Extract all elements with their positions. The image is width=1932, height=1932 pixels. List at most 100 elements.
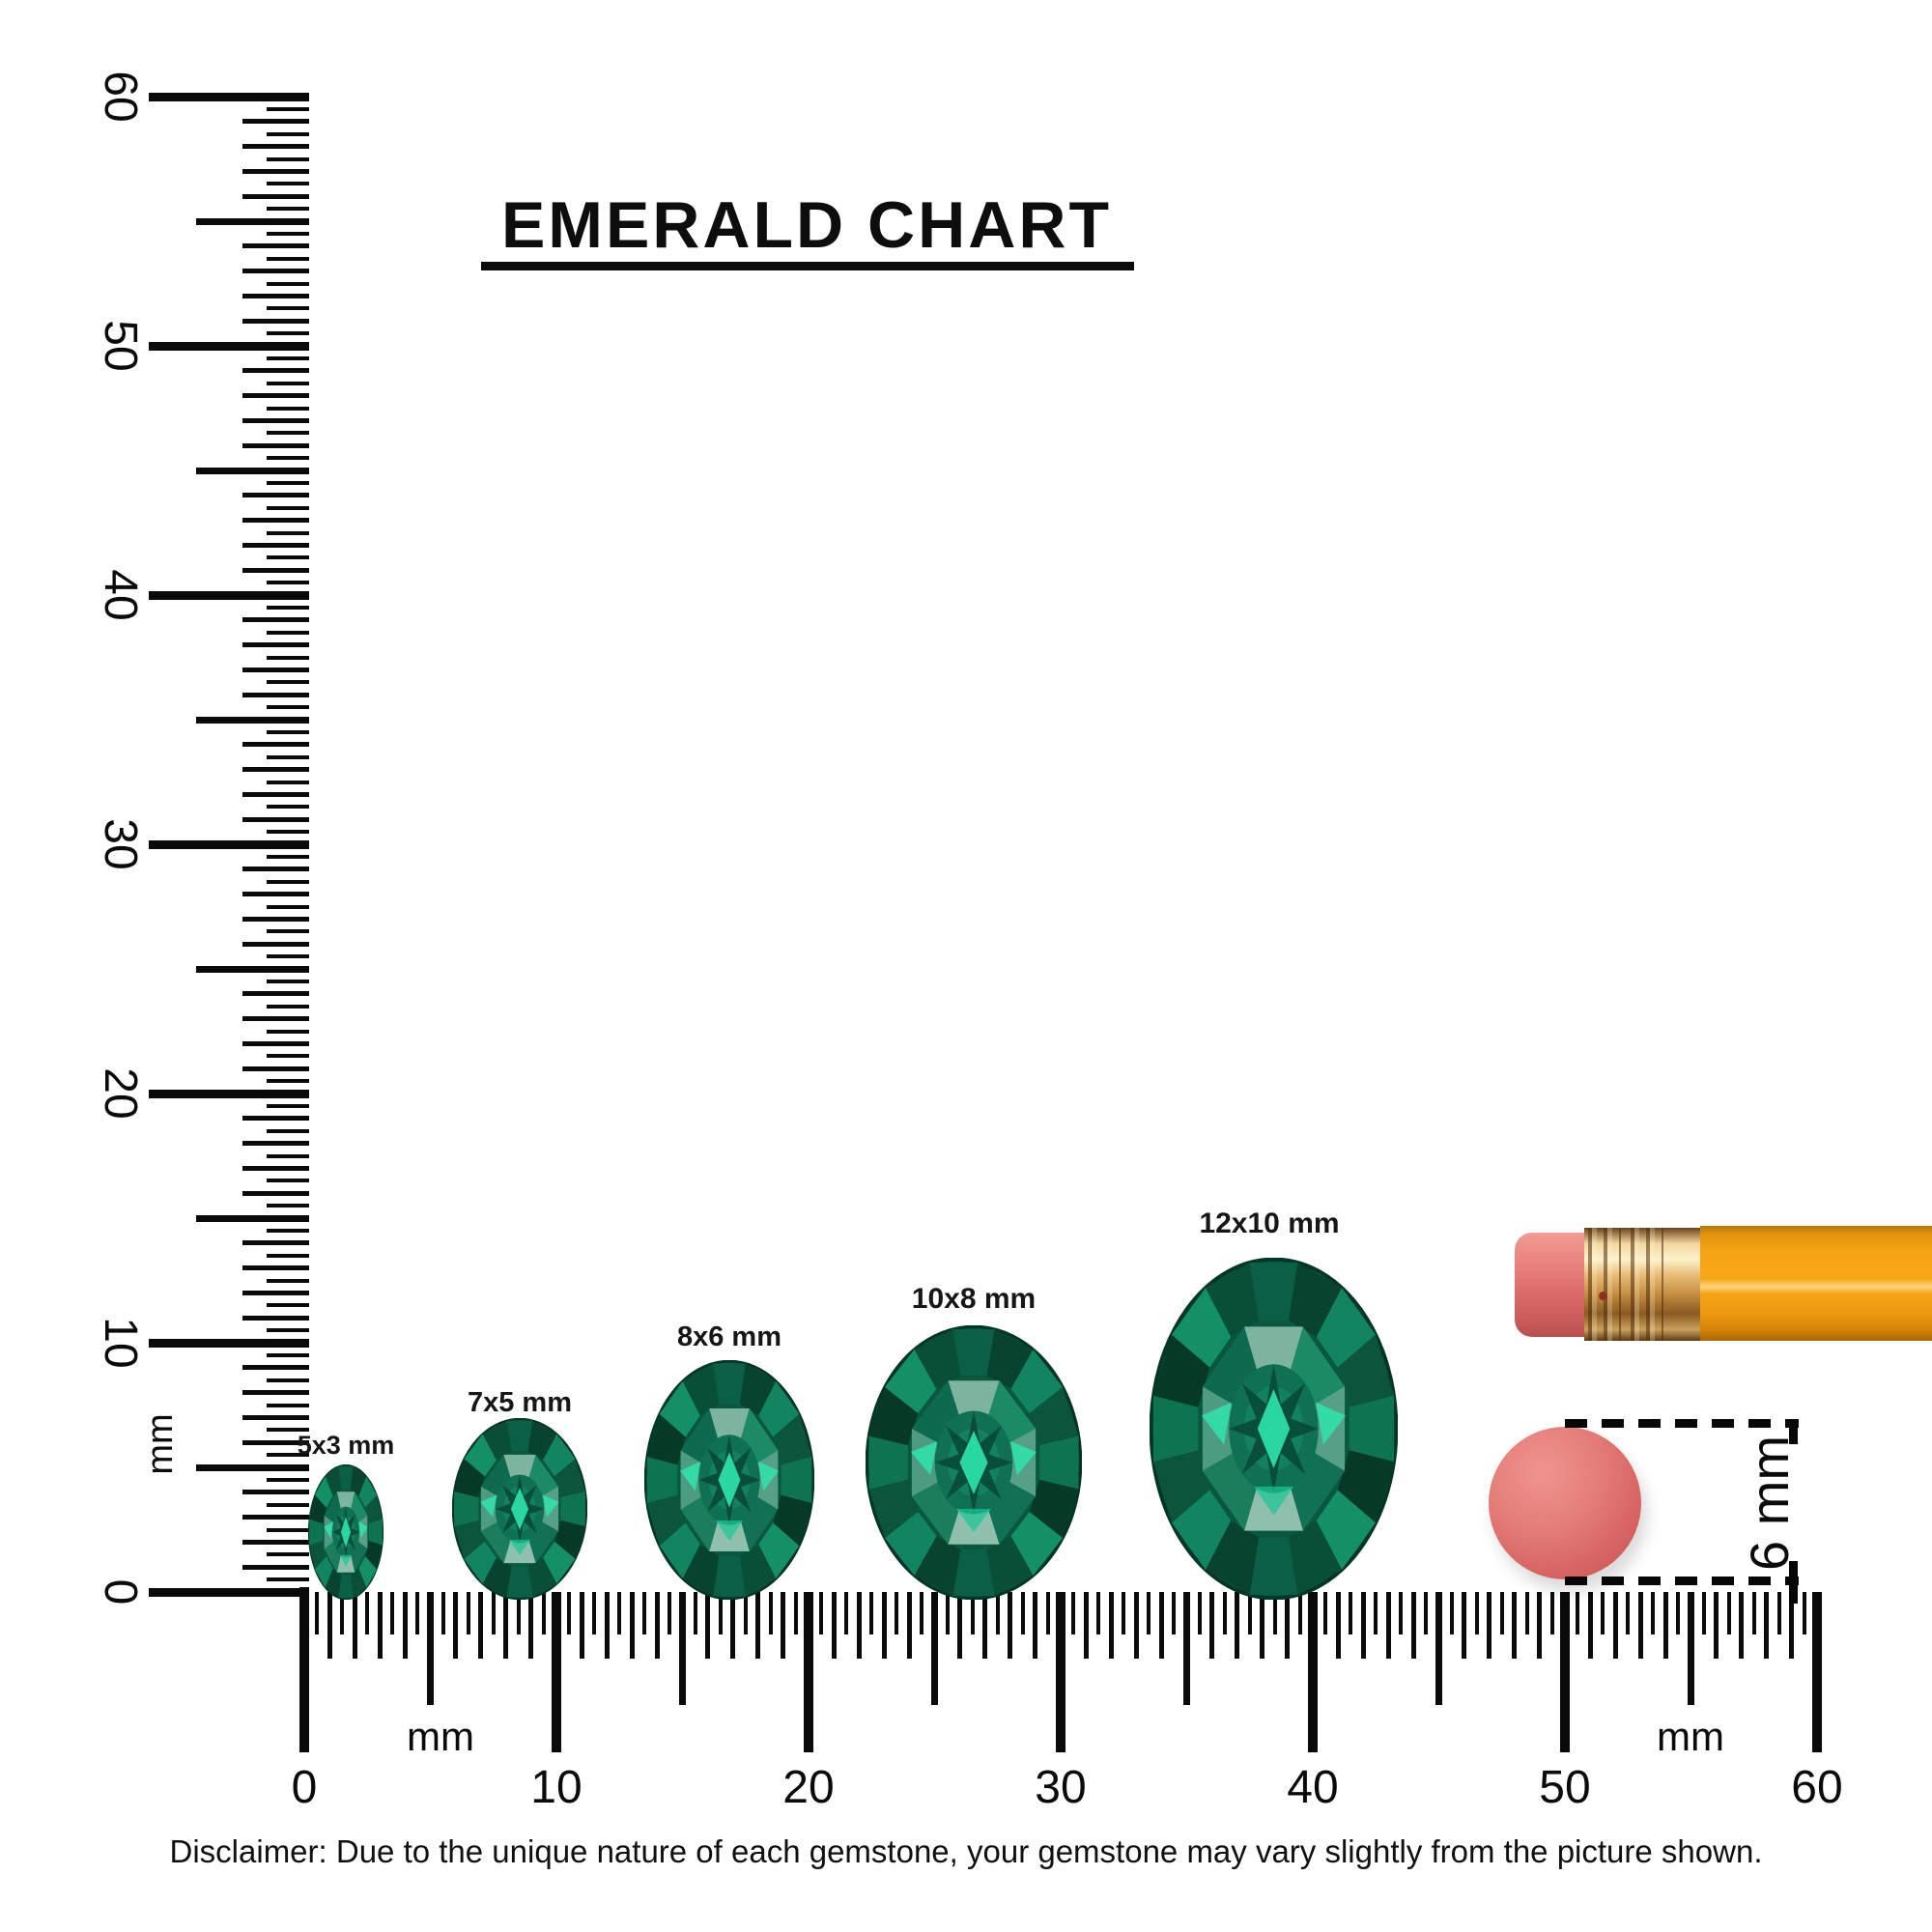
title-underline: [481, 262, 1134, 270]
h-ruler-tick: [1524, 1592, 1529, 1634]
gem-facet: [646, 1413, 686, 1465]
v-ruler-tick: [267, 979, 309, 983]
gem-facet: [773, 1494, 812, 1547]
h-ruler-tick: [1183, 1592, 1190, 1705]
gem-facet: [527, 1557, 557, 1598]
v-ruler-tick: [149, 590, 309, 600]
gem-facet: [911, 1441, 937, 1476]
v-ruler-tick: [267, 1552, 309, 1557]
h-ruler-tick: [1789, 1592, 1795, 1659]
gem-facet: [952, 1329, 995, 1377]
h-ruler-tick: [1045, 1592, 1050, 1634]
gem-facet: [1288, 1520, 1342, 1595]
h-ruler-tick: [415, 1592, 420, 1634]
v-ruler-tick: [267, 555, 309, 560]
h-ruler-tick: [402, 1592, 408, 1659]
h-ruler-tick: [931, 1592, 938, 1705]
gem-facet: [1010, 1441, 1037, 1476]
v-ruler-tick: [242, 1315, 309, 1321]
gem-facet: [1316, 1288, 1376, 1368]
v-ruler-tick: [267, 581, 309, 585]
v-ruler-tick: [267, 605, 309, 610]
h-ruler-tick: [1626, 1592, 1631, 1634]
h-ruler-tick: [466, 1592, 470, 1634]
gem-facet: [1171, 1288, 1231, 1368]
v-ruler-tick: [267, 1477, 309, 1482]
v-ruler-label-40: 40: [95, 569, 146, 621]
v-ruler-tick: [267, 256, 309, 261]
h-ruler-tick: [315, 1592, 320, 1634]
gem-facet: [454, 1520, 485, 1559]
gem-facet: [1315, 1402, 1346, 1445]
v-ruler-tick: [267, 680, 309, 685]
h-ruler-tick: [982, 1592, 988, 1659]
h-ruler-tick: [541, 1592, 546, 1634]
v-ruler-tick: [242, 1141, 309, 1147]
gem-label-10x8: 10x8 mm: [911, 1283, 1037, 1315]
v-ruler-tick: [242, 243, 309, 249]
v-ruler-tick: [267, 207, 309, 212]
gem-label-12x10: 12x10 mm: [1199, 1208, 1340, 1239]
v-ruler-tick: [242, 1116, 309, 1122]
gem-facet: [713, 1363, 746, 1405]
h-ruler-tick: [1083, 1592, 1089, 1659]
gem-facet: [480, 1494, 497, 1518]
v-ruler-tick: [267, 1453, 309, 1458]
gem-label-7x5: 7x5 mm: [467, 1387, 572, 1418]
gem-svg-gem-10x8: [866, 1325, 1082, 1600]
v-ruler-tick: [242, 119, 309, 125]
gem-facet: [885, 1511, 937, 1576]
v-ruler-tick: [267, 231, 309, 236]
gem-facet: [868, 1435, 908, 1490]
gem-facet: [508, 1539, 531, 1555]
h-ruler-tick: [1764, 1592, 1770, 1659]
vertical-ruler-unit-label: mm: [140, 1413, 181, 1475]
v-ruler-tick: [242, 617, 309, 623]
h-ruler-tick: [1335, 1592, 1341, 1659]
v-ruler-label-0: 0: [95, 1578, 146, 1605]
h-ruler-tick: [1812, 1592, 1822, 1752]
horizontal-ruler-unit-label-left: mm: [407, 1714, 474, 1759]
h-ruler-tick: [1587, 1592, 1593, 1659]
gem-facet: [715, 1520, 744, 1541]
v-ruler-tick: [149, 92, 309, 101]
v-ruler-tick: [242, 567, 309, 573]
v-ruler-tick: [267, 1103, 309, 1108]
gem-facet: [1152, 1450, 1209, 1523]
h-ruler-tick: [793, 1592, 798, 1634]
gem-facet: [952, 1548, 995, 1596]
gem-facet: [986, 1329, 1034, 1389]
h-ruler-tick: [693, 1592, 697, 1634]
h-ruler-tick: [365, 1592, 370, 1634]
gem-facet: [1010, 1350, 1063, 1414]
h-ruler-tick: [1172, 1592, 1177, 1634]
pencil-body-icon: [1700, 1226, 1932, 1341]
v-ruler-tick: [149, 1587, 309, 1597]
h-ruler-tick: [1776, 1592, 1781, 1634]
v-ruler-tick: [242, 667, 309, 672]
gem-facet: [1152, 1395, 1198, 1463]
ferrule-crimp-dot: [1599, 1292, 1607, 1300]
gem-8x6: [644, 1360, 814, 1600]
h-ruler-tick: [718, 1592, 723, 1634]
gem-facet: [464, 1434, 497, 1477]
gem-facet: [336, 1492, 355, 1509]
gem-facet: [340, 1516, 352, 1548]
gem-facet: [986, 1536, 1034, 1596]
h-ruler-tick: [781, 1592, 786, 1659]
v-ruler-tick: [196, 716, 309, 724]
h-ruler-tick: [755, 1592, 761, 1659]
h-ruler-tick: [1560, 1592, 1570, 1752]
v-ruler-tick: [242, 518, 309, 524]
h-ruler-tick: [1247, 1592, 1252, 1634]
h-ruler-tick: [881, 1592, 887, 1659]
h-ruler-label-30: 30: [1035, 1762, 1087, 1813]
v-ruler-tick: [267, 182, 309, 186]
v-ruler-tick: [242, 1040, 309, 1046]
v-ruler-tick: [267, 381, 309, 385]
h-ruler-tick: [1108, 1592, 1114, 1659]
gem-10x8: [866, 1325, 1082, 1600]
h-ruler-tick: [1601, 1592, 1605, 1634]
v-ruler-tick: [242, 1290, 309, 1295]
gem-label-8x6: 8x6 mm: [676, 1321, 781, 1352]
